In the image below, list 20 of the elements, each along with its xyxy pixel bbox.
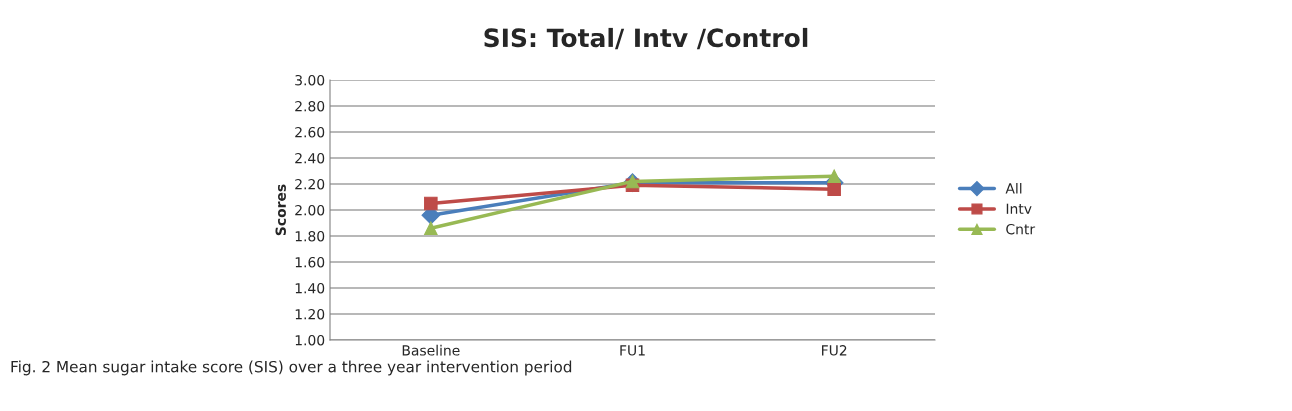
x-tick-label: FU1 [620,345,645,356]
x-tick-label: Baseline [402,344,460,356]
y-tick-label: 1.60 [295,256,325,268]
y-tick-label: 1.80 [295,230,325,242]
y-tick-label: 2.20 [295,178,325,190]
caption: Fig. 2 Mean sugar intake score (SIS) over a three year intervention period [11,360,572,376]
x-tick-label: FU2 [822,345,847,356]
y-tick-label: 1.20 [295,308,325,320]
y-tick-label: 1.00 [295,334,325,346]
y-tick-label: 1.40 [295,282,325,294]
y-tick-label: 2.40 [295,152,325,164]
y-tick-label: 2.00 [295,204,325,216]
y-tick-label: 3.00 [295,74,325,86]
legend-label: Intv [1006,203,1032,214]
legend-label: All [1005,182,1022,194]
y-axis-title: Scores [275,184,286,236]
y-tick-label: 2.60 [295,126,325,138]
y-tick-label: 2.80 [295,100,325,112]
chart-title: SIS: Total/ Intv /Control [484,27,808,50]
legend-label: Cntr [1006,223,1036,235]
